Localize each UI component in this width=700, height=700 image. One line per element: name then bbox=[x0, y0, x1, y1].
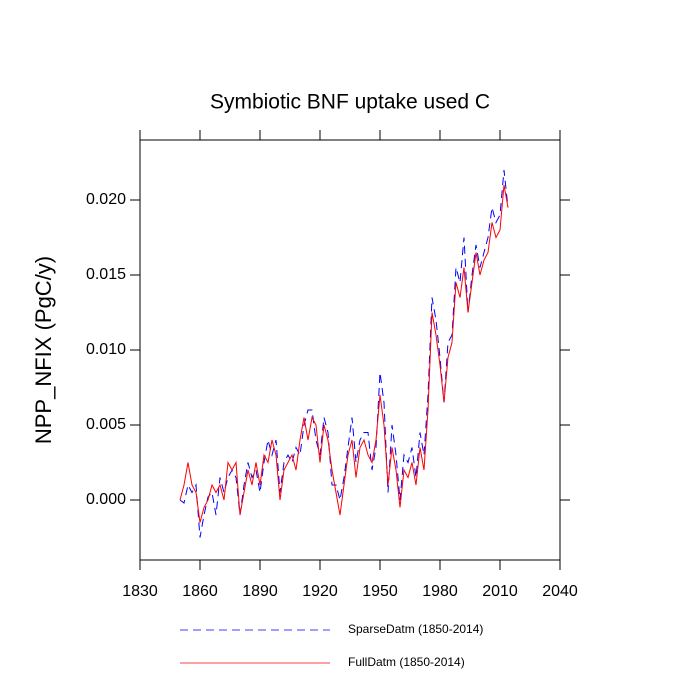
legend-label: FullDatm (1850-2014) bbox=[348, 655, 465, 669]
y-tick-label: 0.000 bbox=[86, 491, 126, 508]
x-tick-label: 1920 bbox=[302, 583, 338, 600]
x-tick-label: 1950 bbox=[362, 583, 398, 600]
y-tick-label: 0.005 bbox=[86, 416, 126, 433]
x-tick-label: 1830 bbox=[122, 583, 158, 600]
plot-frame bbox=[139, 139, 561, 561]
x-tick-label: 1980 bbox=[422, 583, 458, 600]
y-tick-label: 0.015 bbox=[86, 266, 126, 283]
chart-title: Symbiotic BNF uptake used C bbox=[210, 91, 490, 114]
y-tick-label: 0.020 bbox=[86, 191, 126, 208]
x-tick-label: 1860 bbox=[182, 583, 218, 600]
y-tick-label: 0.010 bbox=[86, 341, 126, 358]
x-tick-label: 2040 bbox=[542, 583, 578, 600]
x-tick-label: 2010 bbox=[482, 583, 518, 600]
data-line bbox=[179, 169, 509, 538]
y-axis-label: NPP_NFIX (PgC/y) bbox=[31, 256, 56, 444]
legend-label: SparseDatm (1850-2014) bbox=[348, 622, 483, 636]
x-tick-label: 1890 bbox=[242, 583, 278, 600]
data-line bbox=[179, 184, 509, 523]
